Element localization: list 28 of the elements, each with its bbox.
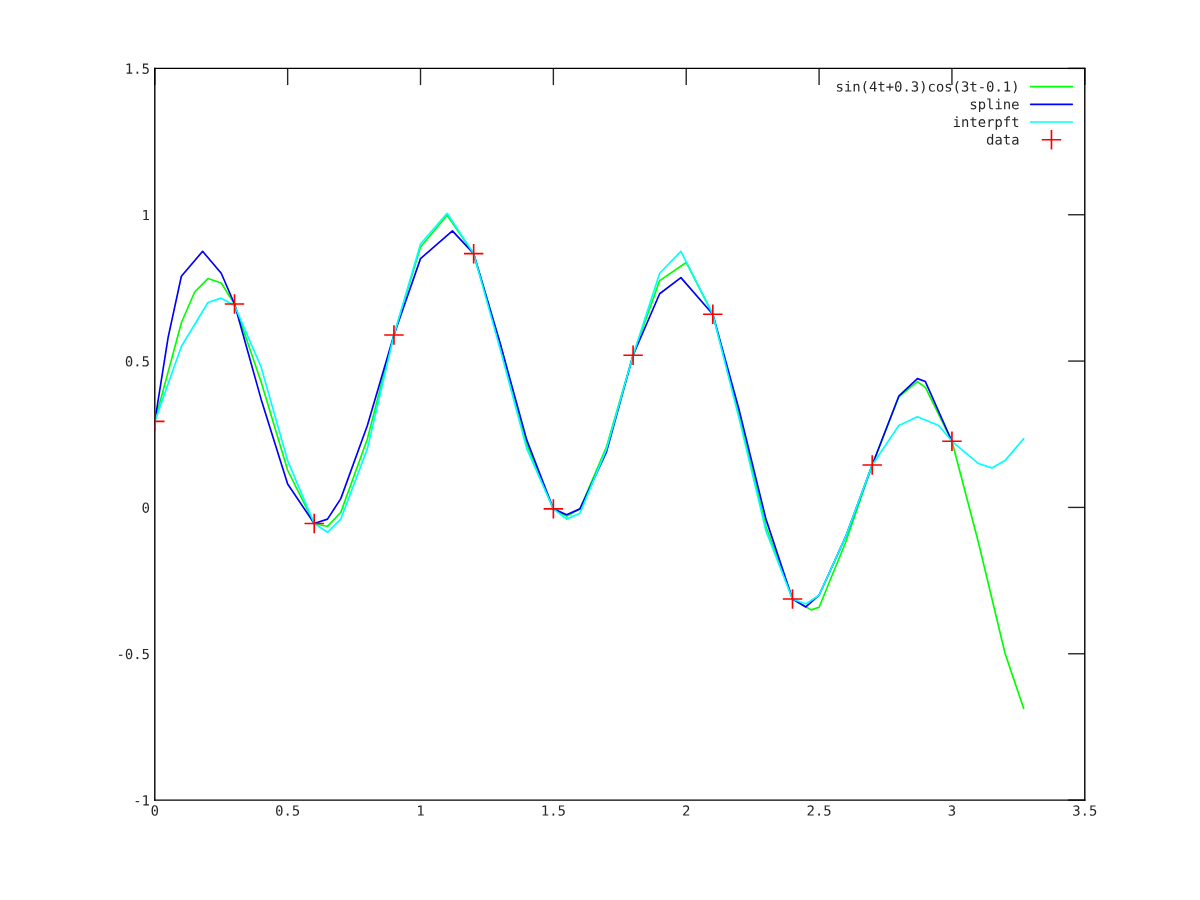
y-tick-label: -0.5 <box>118 648 149 660</box>
point <box>383 324 405 346</box>
point <box>542 498 564 520</box>
point <box>941 430 963 452</box>
y-tick-label: -1 <box>135 795 149 806</box>
x-tick-label: 1 <box>418 805 424 816</box>
x-tick-label: 2.5 <box>807 805 831 816</box>
legend-label: sin(4t+0.3)cos(3t-0.1) <box>837 80 1017 94</box>
y-tick-label: 1.5 <box>126 63 149 74</box>
point <box>622 344 644 366</box>
x-tick-label: 1.5 <box>542 805 565 816</box>
y-tick-label: 0 <box>142 502 150 513</box>
legend-label: spline <box>970 98 1019 113</box>
point <box>303 512 325 535</box>
point <box>463 243 485 265</box>
point <box>702 303 724 325</box>
legend-label: data <box>986 134 1019 145</box>
legend-label: interpft <box>953 116 1019 130</box>
x-tick-label: 3.5 <box>1073 805 1097 816</box>
point <box>223 293 246 315</box>
x-tick-label: 3 <box>948 805 956 816</box>
x-tick-label: 0.5 <box>276 805 300 816</box>
y-tick-label: 1 <box>143 209 149 221</box>
y-tick-label: 0.5 <box>125 356 149 367</box>
point <box>861 454 883 476</box>
point <box>781 588 804 610</box>
x-tick-label: 2 <box>683 805 690 816</box>
x-tick-label: 0 <box>151 805 159 816</box>
